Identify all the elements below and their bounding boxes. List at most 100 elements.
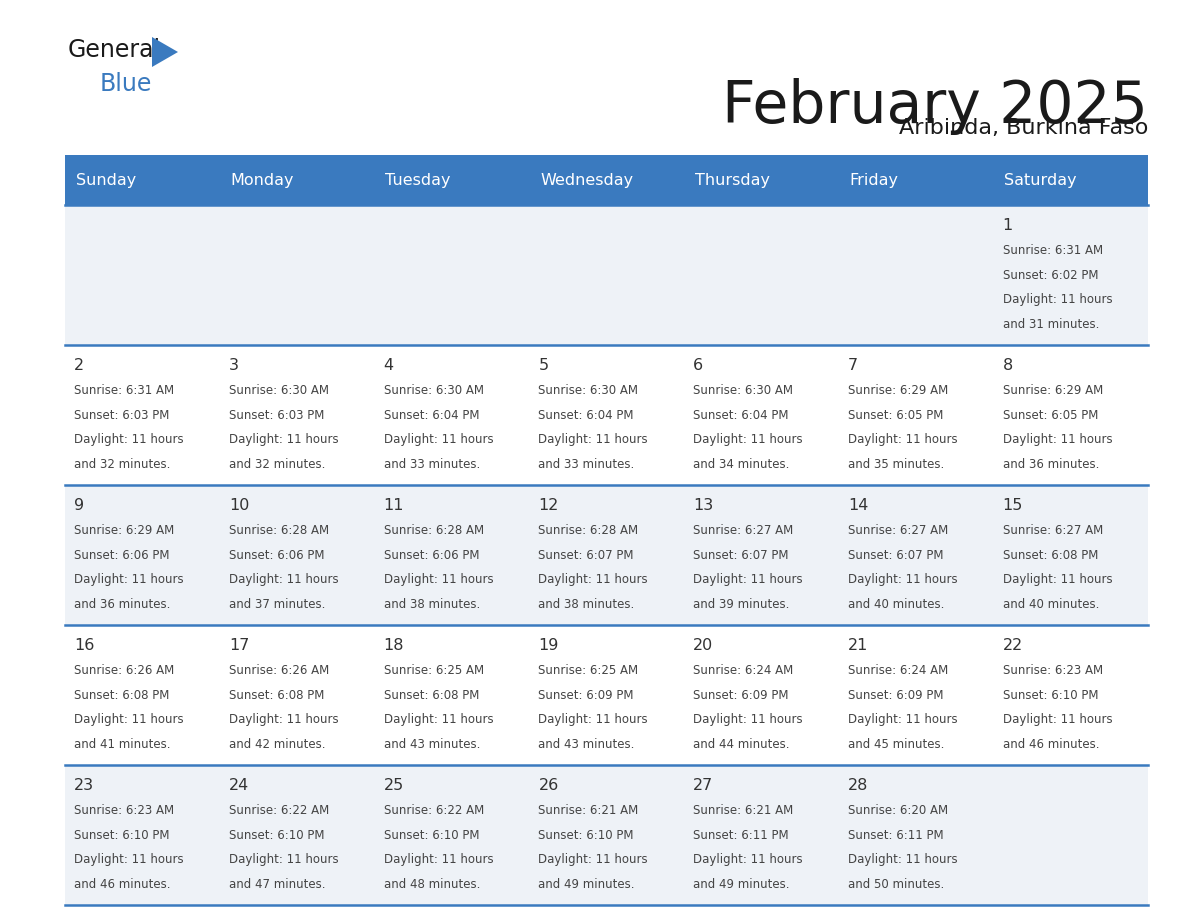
Text: Sunset: 6:06 PM: Sunset: 6:06 PM bbox=[384, 549, 479, 562]
Text: and 34 minutes.: and 34 minutes. bbox=[693, 458, 790, 471]
FancyBboxPatch shape bbox=[684, 345, 839, 485]
FancyBboxPatch shape bbox=[65, 345, 220, 485]
Text: and 39 minutes.: and 39 minutes. bbox=[693, 598, 790, 610]
Text: Sunset: 6:09 PM: Sunset: 6:09 PM bbox=[693, 688, 789, 701]
Text: and 49 minutes.: and 49 minutes. bbox=[538, 878, 634, 890]
Text: and 38 minutes.: and 38 minutes. bbox=[538, 598, 634, 610]
FancyBboxPatch shape bbox=[993, 485, 1148, 625]
Text: 19: 19 bbox=[538, 638, 558, 653]
Text: Daylight: 11 hours: Daylight: 11 hours bbox=[229, 573, 339, 587]
Text: 27: 27 bbox=[693, 778, 713, 792]
FancyBboxPatch shape bbox=[529, 765, 684, 905]
Text: Sunrise: 6:24 AM: Sunrise: 6:24 AM bbox=[848, 665, 948, 677]
Text: Daylight: 11 hours: Daylight: 11 hours bbox=[693, 853, 803, 867]
Text: and 32 minutes.: and 32 minutes. bbox=[75, 458, 171, 471]
Text: 1: 1 bbox=[1003, 218, 1013, 232]
Text: Daylight: 11 hours: Daylight: 11 hours bbox=[384, 573, 493, 587]
Text: and 31 minutes.: and 31 minutes. bbox=[1003, 318, 1099, 330]
Text: 22: 22 bbox=[1003, 638, 1023, 653]
Text: Tuesday: Tuesday bbox=[385, 173, 450, 187]
Text: and 46 minutes.: and 46 minutes. bbox=[1003, 738, 1099, 751]
Text: Sunset: 6:04 PM: Sunset: 6:04 PM bbox=[538, 409, 634, 421]
Text: Aribinda, Burkina Faso: Aribinda, Burkina Faso bbox=[898, 118, 1148, 138]
Text: Sunset: 6:06 PM: Sunset: 6:06 PM bbox=[75, 549, 170, 562]
Text: Sunrise: 6:22 AM: Sunrise: 6:22 AM bbox=[384, 804, 484, 817]
Text: Sunrise: 6:28 AM: Sunrise: 6:28 AM bbox=[384, 524, 484, 537]
FancyBboxPatch shape bbox=[993, 205, 1148, 345]
Text: Sunset: 6:05 PM: Sunset: 6:05 PM bbox=[1003, 409, 1098, 421]
Text: 13: 13 bbox=[693, 498, 713, 512]
FancyBboxPatch shape bbox=[65, 765, 220, 905]
Text: Sunset: 6:04 PM: Sunset: 6:04 PM bbox=[693, 409, 789, 421]
FancyBboxPatch shape bbox=[839, 765, 993, 905]
Text: Sunset: 6:07 PM: Sunset: 6:07 PM bbox=[848, 549, 943, 562]
FancyBboxPatch shape bbox=[529, 485, 684, 625]
Text: and 49 minutes.: and 49 minutes. bbox=[693, 878, 790, 890]
FancyBboxPatch shape bbox=[839, 345, 993, 485]
FancyBboxPatch shape bbox=[529, 625, 684, 765]
Text: 7: 7 bbox=[848, 358, 858, 373]
Text: and 35 minutes.: and 35 minutes. bbox=[848, 458, 944, 471]
Text: Daylight: 11 hours: Daylight: 11 hours bbox=[693, 713, 803, 726]
FancyBboxPatch shape bbox=[529, 155, 684, 205]
Text: Monday: Monday bbox=[230, 173, 295, 187]
Text: Sunrise: 6:23 AM: Sunrise: 6:23 AM bbox=[75, 804, 175, 817]
Text: 26: 26 bbox=[538, 778, 558, 792]
Text: Daylight: 11 hours: Daylight: 11 hours bbox=[848, 713, 958, 726]
FancyBboxPatch shape bbox=[220, 155, 374, 205]
Text: Sunrise: 6:26 AM: Sunrise: 6:26 AM bbox=[75, 665, 175, 677]
Text: 21: 21 bbox=[848, 638, 868, 653]
Text: 14: 14 bbox=[848, 498, 868, 512]
Text: Sunrise: 6:30 AM: Sunrise: 6:30 AM bbox=[693, 385, 794, 397]
Text: Sunset: 6:10 PM: Sunset: 6:10 PM bbox=[1003, 688, 1098, 701]
Text: Sunrise: 6:22 AM: Sunrise: 6:22 AM bbox=[229, 804, 329, 817]
Text: and 48 minutes.: and 48 minutes. bbox=[384, 878, 480, 890]
FancyBboxPatch shape bbox=[65, 155, 220, 205]
Text: Sunrise: 6:29 AM: Sunrise: 6:29 AM bbox=[848, 385, 948, 397]
Text: Sunrise: 6:30 AM: Sunrise: 6:30 AM bbox=[229, 385, 329, 397]
FancyBboxPatch shape bbox=[220, 345, 374, 485]
Text: Daylight: 11 hours: Daylight: 11 hours bbox=[693, 573, 803, 587]
Text: Daylight: 11 hours: Daylight: 11 hours bbox=[229, 713, 339, 726]
Text: Blue: Blue bbox=[100, 72, 152, 96]
Text: Daylight: 11 hours: Daylight: 11 hours bbox=[75, 853, 184, 867]
FancyBboxPatch shape bbox=[374, 765, 529, 905]
FancyBboxPatch shape bbox=[220, 485, 374, 625]
Text: Sunset: 6:08 PM: Sunset: 6:08 PM bbox=[229, 688, 324, 701]
Text: Sunset: 6:03 PM: Sunset: 6:03 PM bbox=[229, 409, 324, 421]
FancyBboxPatch shape bbox=[65, 205, 220, 345]
FancyBboxPatch shape bbox=[220, 205, 374, 345]
Text: and 32 minutes.: and 32 minutes. bbox=[229, 458, 326, 471]
Text: 8: 8 bbox=[1003, 358, 1013, 373]
Text: and 36 minutes.: and 36 minutes. bbox=[75, 598, 171, 610]
Text: Sunset: 6:11 PM: Sunset: 6:11 PM bbox=[848, 829, 943, 842]
FancyBboxPatch shape bbox=[993, 155, 1148, 205]
Text: Sunrise: 6:27 AM: Sunrise: 6:27 AM bbox=[848, 524, 948, 537]
Text: Sunrise: 6:20 AM: Sunrise: 6:20 AM bbox=[848, 804, 948, 817]
Text: Daylight: 11 hours: Daylight: 11 hours bbox=[75, 573, 184, 587]
Text: Friday: Friday bbox=[849, 173, 898, 187]
Text: 12: 12 bbox=[538, 498, 558, 512]
Text: 24: 24 bbox=[229, 778, 249, 792]
FancyBboxPatch shape bbox=[374, 485, 529, 625]
FancyBboxPatch shape bbox=[529, 345, 684, 485]
Text: and 33 minutes.: and 33 minutes. bbox=[538, 458, 634, 471]
Text: 10: 10 bbox=[229, 498, 249, 512]
Text: Sunset: 6:02 PM: Sunset: 6:02 PM bbox=[1003, 269, 1098, 282]
Text: Daylight: 11 hours: Daylight: 11 hours bbox=[1003, 433, 1112, 446]
Text: Sunset: 6:09 PM: Sunset: 6:09 PM bbox=[538, 688, 634, 701]
Text: and 36 minutes.: and 36 minutes. bbox=[1003, 458, 1099, 471]
Text: Sunrise: 6:31 AM: Sunrise: 6:31 AM bbox=[75, 385, 175, 397]
Text: Daylight: 11 hours: Daylight: 11 hours bbox=[384, 433, 493, 446]
FancyBboxPatch shape bbox=[993, 625, 1148, 765]
Text: Sunrise: 6:25 AM: Sunrise: 6:25 AM bbox=[538, 665, 639, 677]
Text: Daylight: 11 hours: Daylight: 11 hours bbox=[1003, 293, 1112, 307]
Text: Sunrise: 6:29 AM: Sunrise: 6:29 AM bbox=[75, 524, 175, 537]
Text: 5: 5 bbox=[538, 358, 549, 373]
Text: and 45 minutes.: and 45 minutes. bbox=[848, 738, 944, 751]
Text: Sunrise: 6:24 AM: Sunrise: 6:24 AM bbox=[693, 665, 794, 677]
Text: Sunrise: 6:30 AM: Sunrise: 6:30 AM bbox=[384, 385, 484, 397]
Text: Daylight: 11 hours: Daylight: 11 hours bbox=[538, 713, 647, 726]
Text: Sunset: 6:10 PM: Sunset: 6:10 PM bbox=[384, 829, 479, 842]
Text: Sunrise: 6:26 AM: Sunrise: 6:26 AM bbox=[229, 665, 329, 677]
